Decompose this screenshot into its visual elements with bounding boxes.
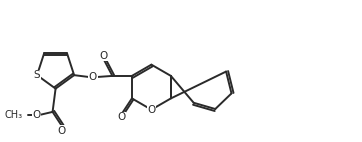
Text: O: O xyxy=(89,72,97,82)
Text: O: O xyxy=(99,51,108,61)
Text: O: O xyxy=(118,112,126,122)
Text: CH₃: CH₃ xyxy=(4,110,22,120)
Text: O: O xyxy=(58,126,66,136)
Text: O: O xyxy=(33,110,41,120)
Text: S: S xyxy=(34,70,40,80)
Text: O: O xyxy=(147,105,156,115)
